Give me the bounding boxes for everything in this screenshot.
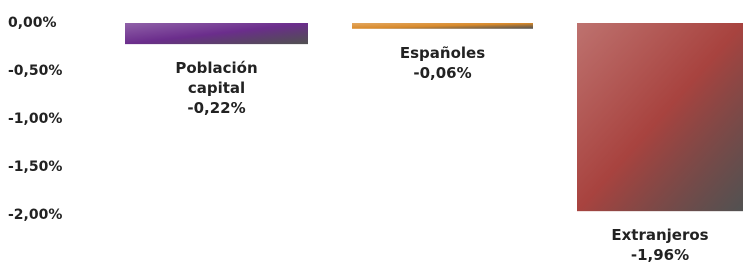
chart: 0,00% -0,50% -1,00% -1,50% -2,00% Población c… <box>0 0 748 269</box>
bar <box>577 23 743 211</box>
y-tick-label: -2,00% <box>8 207 62 223</box>
bar <box>125 23 308 44</box>
y-tick-label: -0,50% <box>8 63 62 79</box>
value-label: -1,96% <box>595 245 725 265</box>
y-tick-label: -1,00% <box>8 111 62 127</box>
y-tick-label: 0,00% <box>8 15 57 31</box>
value-label: -0,06% <box>378 63 508 83</box>
bar <box>352 23 533 29</box>
y-tick-label: -1,50% <box>8 159 62 175</box>
value-label: -0,22% <box>152 98 282 118</box>
category-label: Españoles <box>378 43 508 63</box>
category-label: Población capital <box>152 58 282 98</box>
category-label: Extranjeros <box>595 225 725 245</box>
